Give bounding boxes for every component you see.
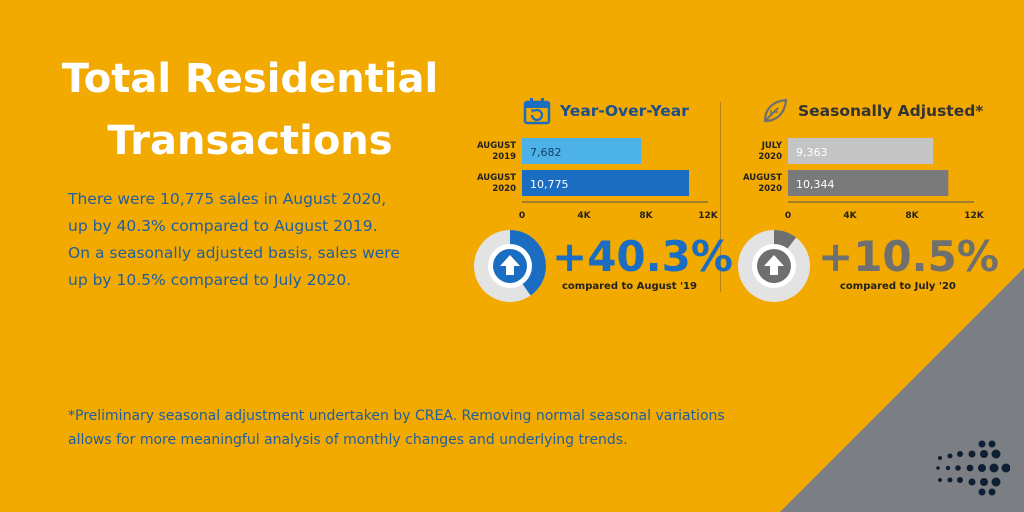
yoy-bar-1 xyxy=(522,170,690,196)
summary-line-3: On a seasonally adjusted basis, sales we… xyxy=(68,244,400,262)
page-title: Total Residential Transactions xyxy=(40,48,460,172)
yoy-change-value: +40.3% xyxy=(552,232,733,281)
yoy-bar-0 xyxy=(522,138,642,164)
logo-dot-3 xyxy=(947,453,953,459)
logo-dot-17 xyxy=(957,477,963,483)
logo-dot-20 xyxy=(991,477,1001,487)
logo-dot-9 xyxy=(945,465,951,471)
calendar-refresh-icon xyxy=(522,96,552,126)
footnote: *Preliminary seasonal adjustment underta… xyxy=(68,404,768,452)
yoy-tick-0: 0 xyxy=(519,211,525,221)
yoy-header: Year-Over-Year xyxy=(522,96,689,126)
logo-dot-19 xyxy=(980,478,988,486)
logo-dot-0 xyxy=(978,440,986,448)
logo-dot-22 xyxy=(988,488,996,496)
sa-bar-0 xyxy=(788,138,934,164)
panel-divider xyxy=(720,102,721,292)
logo-dot-16 xyxy=(947,477,953,483)
logo-dot-15 xyxy=(938,478,942,482)
sa-change-value: +10.5% xyxy=(818,232,999,281)
logo-dot-10 xyxy=(955,465,961,471)
logo-dot-1 xyxy=(988,440,996,448)
title-line-2: Transactions xyxy=(107,118,393,164)
dot-grid-logo xyxy=(936,440,1010,496)
logo-dot-5 xyxy=(968,450,976,458)
yoy-title: Year-Over-Year xyxy=(560,102,689,120)
yoy-category-label-0-0: AUGUST xyxy=(477,141,516,151)
sa-category-label-0-0: JULY xyxy=(761,141,783,151)
logo-dot-6 xyxy=(980,450,988,458)
summary-line-4: up by 10.5% compared to July 2020. xyxy=(68,271,352,289)
sa-tick-2: 8K xyxy=(905,211,919,221)
yoy-category-label-1-1: 2020 xyxy=(492,184,516,194)
logo-dot-12 xyxy=(978,464,986,472)
sa-category-label-1-1: 2020 xyxy=(758,184,782,194)
logo-dot-11 xyxy=(966,464,974,472)
sa-category-label-0-1: 2020 xyxy=(758,152,782,162)
logo-dot-13 xyxy=(989,463,999,473)
sa-title: Seasonally Adjusted* xyxy=(798,102,984,120)
footnote-line-2: allows for more meaningful analysis of m… xyxy=(68,432,628,448)
logo-dot-2 xyxy=(938,456,942,460)
yoy-bar-label-0: 7,682 xyxy=(530,146,562,159)
sa-tick-0: 0 xyxy=(785,211,791,221)
yoy-change-caption: compared to August '19 xyxy=(562,281,697,292)
yoy-category-label-0-1: 2019 xyxy=(492,152,516,162)
yoy-tick-3: 12K xyxy=(698,211,719,221)
sa-change-caption: compared to July '20 xyxy=(840,281,956,292)
yoy-tick-1: 4K xyxy=(577,211,591,221)
yoy-change-ring xyxy=(474,230,546,302)
yoy-tick-2: 8K xyxy=(639,211,653,221)
sa-bar-1 xyxy=(788,170,949,196)
summary-text: There were 10,775 sales in August 2020, … xyxy=(68,186,428,294)
summary-line-1: There were 10,775 sales in August 2020, xyxy=(68,190,387,208)
yoy-category-label-1-0: AUGUST xyxy=(477,173,516,183)
yoy-bar-label-1: 10,775 xyxy=(530,178,569,191)
sa-header: Seasonally Adjusted* xyxy=(760,96,983,126)
yoy-arrow-up-icon xyxy=(500,255,520,275)
sa-tick-1: 4K xyxy=(843,211,857,221)
sa-bar-label-1: 10,344 xyxy=(796,178,835,191)
sa-category-label-1-0: AUGUST xyxy=(743,173,782,183)
summary-line-2: up by 40.3% compared to August 2019. xyxy=(68,217,378,235)
sa-tick-3: 12K xyxy=(964,211,985,221)
logo-dot-7 xyxy=(991,449,1001,459)
sa-arrow-up-icon xyxy=(764,255,784,275)
logo-dot-14 xyxy=(1001,463,1010,473)
logo-dot-4 xyxy=(957,451,963,457)
title-line-1: Total Residential xyxy=(61,56,439,102)
sa-bar-label-0: 9,363 xyxy=(796,146,828,159)
logo-dot-8 xyxy=(936,466,940,470)
sa-change-ring xyxy=(738,230,810,302)
logo-dot-21 xyxy=(978,488,986,496)
leaf-icon xyxy=(760,96,790,126)
logo-dot-18 xyxy=(968,478,976,486)
footnote-line-1: *Preliminary seasonal adjustment underta… xyxy=(68,408,725,424)
